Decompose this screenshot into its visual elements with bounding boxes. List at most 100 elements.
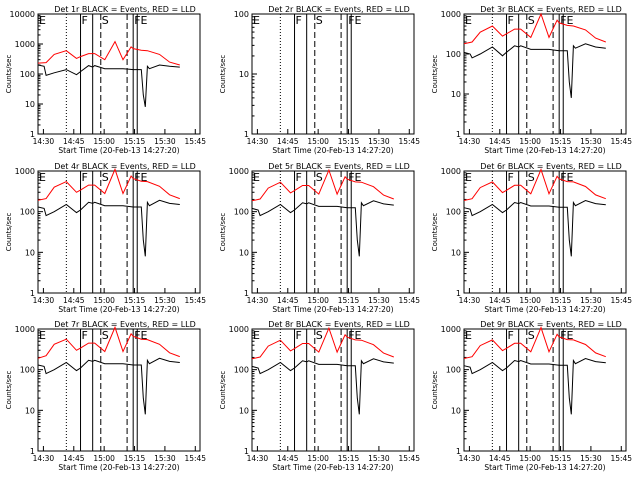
region-label-s: S — [102, 14, 109, 27]
y-axis-label: Counts/sec — [219, 371, 227, 410]
x-tick-label: 15:45 — [184, 296, 206, 305]
y-axis-label: Counts/sec — [219, 55, 227, 94]
x-tick-label: 15:45 — [398, 137, 420, 146]
x-tick-label: 15:00 — [93, 137, 115, 146]
x-tick-label: 15:45 — [610, 137, 632, 146]
x-tick-label: 15:30 — [154, 137, 176, 146]
series-lld-line — [463, 168, 606, 201]
x-tick-label: 15:00 — [93, 296, 115, 305]
x-tick-label: 15:00 — [519, 454, 541, 463]
panel-title: Det 2r BLACK = Events, RED = LLD — [268, 5, 410, 14]
chart-panel-7: 1 10 100 1000 14:30 14:45 15:00 15:15 15:30 15:45… — [5, 320, 206, 472]
y-axis-label: Counts/sec — [5, 371, 13, 410]
region-label-f: F — [508, 14, 514, 27]
y-tick-label: 1 — [456, 289, 461, 298]
series-events-line — [463, 199, 606, 257]
series-lld-line — [463, 326, 606, 359]
panel-title: Det 4r BLACK = Events, RED = LLD — [54, 162, 196, 171]
y-tick-label: 100 — [446, 50, 461, 59]
x-tick-label: 15:15 — [124, 454, 146, 463]
x-tick-label: 14:30 — [247, 137, 269, 146]
region-label-f: F — [82, 171, 88, 184]
x-axis-label: Start Time (20-Feb-13 14:27:20) — [484, 463, 605, 472]
y-tick-label: 100 — [20, 70, 35, 79]
chart-panel-1: 1 10 100 1000 10000 14:30 14:45 15:00 15:15 15:30… — [5, 5, 206, 155]
region-label-s: S — [528, 14, 535, 27]
region-label-s: S — [102, 329, 109, 342]
x-axis-label: Start Time (20-Feb-13 14:27:20) — [58, 305, 179, 314]
y-tick-label: 1 — [30, 130, 35, 139]
x-tick-label: 14:30 — [459, 137, 481, 146]
y-tick-label: 1000 — [441, 325, 461, 334]
x-tick-label: 14:30 — [459, 296, 481, 305]
chart-panel-5: 1 10 100 1000 14:30 14:45 15:00 15:15 15:30 15:45… — [219, 162, 420, 314]
x-tick-label: 15:00 — [519, 296, 541, 305]
region-label-s: S — [528, 171, 535, 184]
x-tick-label: 15:15 — [550, 454, 572, 463]
chart-panel-8: 1 10 100 1000 14:30 14:45 15:00 15:15 15:30 15:45… — [219, 320, 420, 472]
series-lld-line — [37, 325, 180, 359]
series-lld-line — [463, 12, 606, 45]
y-tick-label: 1000 — [441, 10, 461, 19]
series-events-line — [251, 200, 394, 257]
panel-title: Det 9r BLACK = Events, RED = LLD — [480, 320, 622, 329]
series-lld-line — [251, 326, 394, 360]
y-tick-label: 100 — [446, 366, 461, 375]
y-tick-label: 100 — [234, 10, 249, 19]
x-tick-label: 14:30 — [33, 454, 55, 463]
y-axis-label: Counts/sec — [5, 213, 13, 252]
x-axis-label: Start Time (20-Feb-13 14:27:20) — [272, 305, 393, 314]
x-tick-label: 15:45 — [610, 296, 632, 305]
panel-title: Det 8r BLACK = Events, RED = LLD — [268, 320, 410, 329]
plot-frame — [251, 170, 415, 294]
series-events-line — [37, 357, 180, 415]
y-tick-label: 10 — [239, 70, 249, 79]
plot-frame — [37, 170, 201, 294]
x-axis-label: Start Time (20-Feb-13 14:27:20) — [484, 305, 605, 314]
x-axis-label: Start Time (20-Feb-13 14:27:20) — [58, 463, 179, 472]
x-tick-label: 14:45 — [277, 454, 299, 463]
region-label-s: S — [528, 329, 535, 342]
x-tick-label: 15:00 — [307, 454, 329, 463]
panel-title: Det 3r BLACK = Events, RED = LLD — [480, 5, 622, 14]
region-label-f: F — [296, 329, 302, 342]
x-tick-label: 15:30 — [154, 296, 176, 305]
y-tick-label: 1 — [30, 447, 35, 456]
x-tick-label: 14:45 — [489, 454, 511, 463]
region-label-e: E — [253, 14, 260, 27]
y-tick-label: 10 — [451, 248, 461, 257]
panel-title: Det 7r BLACK = Events, RED = LLD — [54, 320, 196, 329]
x-tick-label: 14:45 — [63, 296, 85, 305]
plot-frame — [251, 328, 415, 452]
x-tick-label: 15:45 — [610, 454, 632, 463]
x-tick-label: 14:45 — [277, 296, 299, 305]
y-tick-label: 10000 — [10, 10, 35, 19]
y-tick-label: 10 — [451, 406, 461, 415]
x-tick-label: 15:00 — [307, 296, 329, 305]
y-tick-label: 1 — [244, 130, 249, 139]
x-tick-label: 15:45 — [184, 454, 206, 463]
region-label-e: E — [465, 171, 472, 184]
y-tick-label: 1 — [244, 447, 249, 456]
y-axis-label: Counts/sec — [431, 371, 439, 410]
series-events-line — [37, 64, 180, 107]
region-label-s: S — [316, 329, 323, 342]
series-events-line — [463, 357, 606, 415]
x-tick-label: 15:15 — [338, 137, 360, 146]
x-tick-label: 15:45 — [398, 454, 420, 463]
x-tick-label: 15:30 — [368, 454, 390, 463]
x-tick-label: 14:45 — [277, 137, 299, 146]
plot-frame — [37, 328, 201, 452]
y-axis-label: Counts/sec — [219, 213, 227, 252]
x-tick-label: 15:45 — [184, 137, 206, 146]
x-tick-label: 14:45 — [63, 454, 85, 463]
y-tick-label: 1000 — [229, 167, 249, 176]
x-tick-label: 15:00 — [307, 137, 329, 146]
plot-frame — [251, 13, 415, 135]
y-tick-label: 100 — [234, 366, 249, 375]
x-tick-label: 14:30 — [33, 296, 55, 305]
chart-panel-4: 1 10 100 1000 14:30 14:45 15:00 15:15 15:30 15:45… — [5, 162, 206, 314]
y-tick-label: 10 — [239, 406, 249, 415]
y-tick-label: 100 — [20, 366, 35, 375]
x-tick-label: 15:15 — [550, 137, 572, 146]
